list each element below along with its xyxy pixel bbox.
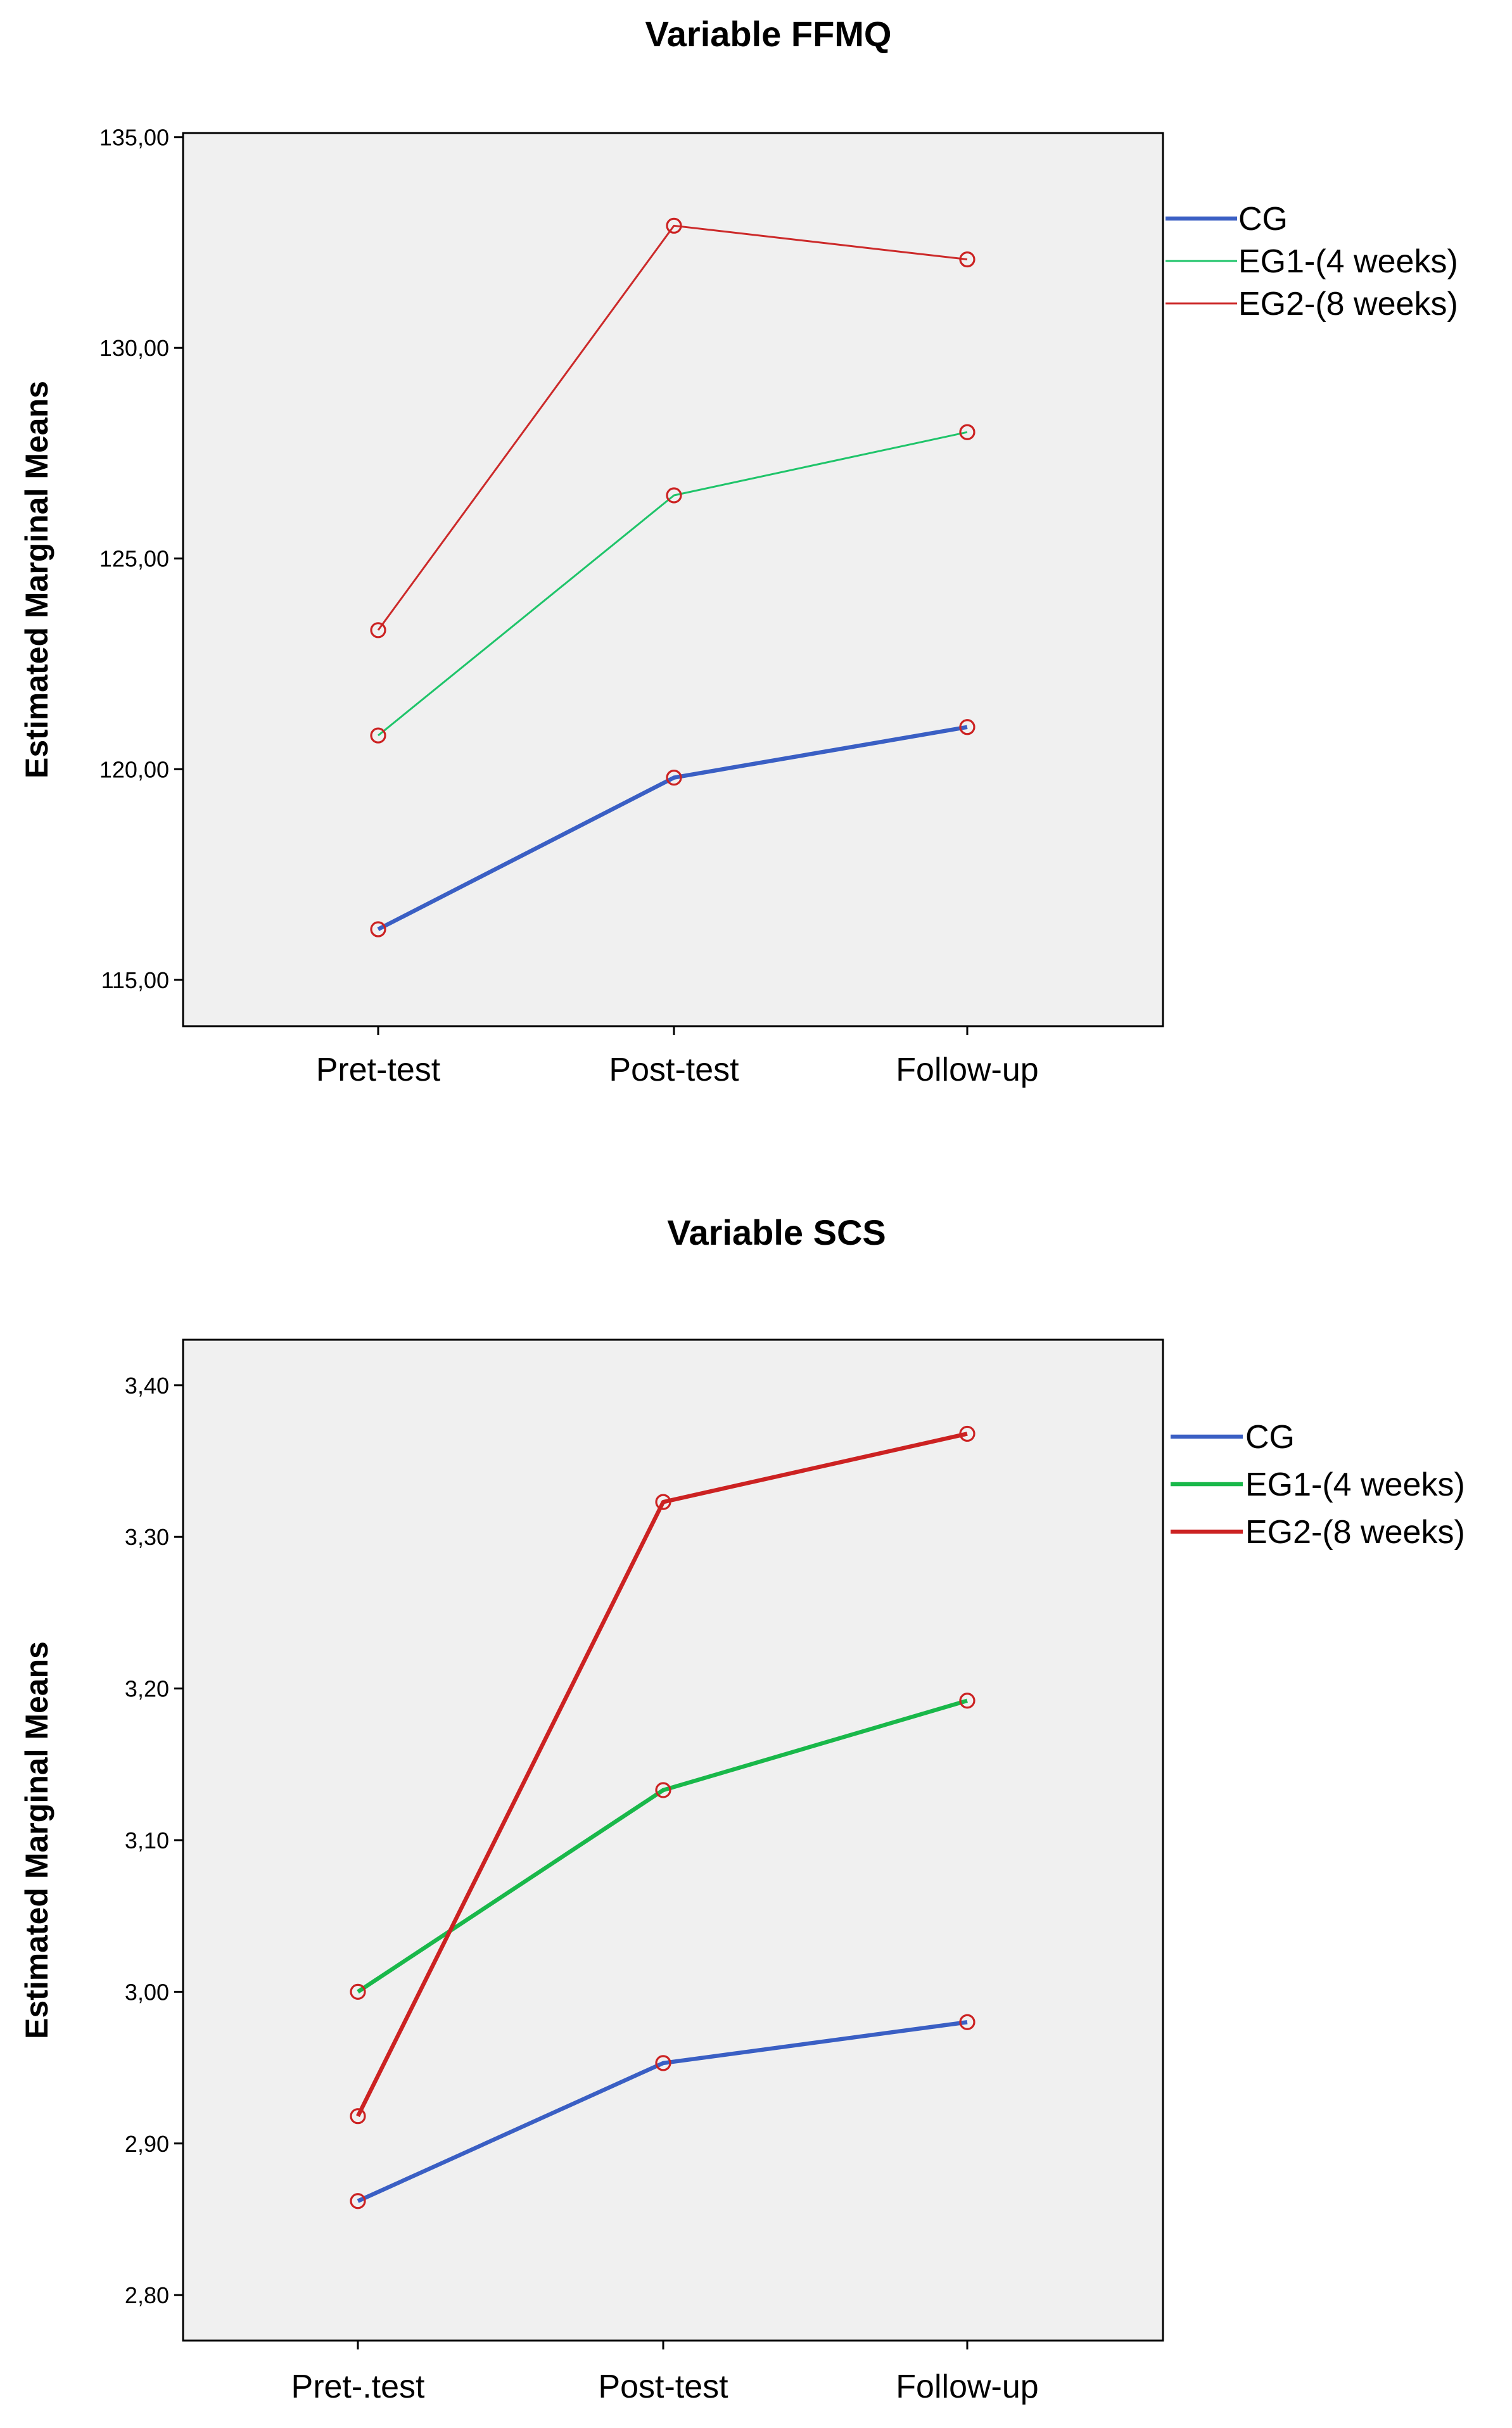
legend-label: CG xyxy=(1238,201,1288,238)
y-tick-label: 125,00 xyxy=(99,546,169,572)
data-point xyxy=(655,1494,671,1510)
x-tick-label: Pret-.test xyxy=(291,2368,425,2405)
data-point xyxy=(350,1983,366,2000)
data-point xyxy=(350,2193,366,2209)
data-point xyxy=(370,727,386,744)
data-point xyxy=(655,2055,671,2071)
y-tick-label: 3,10 xyxy=(125,1827,169,1853)
x-tick-label: Follow-up xyxy=(896,2368,1038,2405)
chart-1: Variable FFMQ Estimated Marginal Means 115… xyxy=(19,14,1458,1088)
data-point xyxy=(959,2014,975,2030)
series-cg xyxy=(370,719,975,938)
y-tick-label: 130,00 xyxy=(99,335,169,361)
data-point xyxy=(666,487,682,504)
data-point xyxy=(655,1782,671,1798)
legend-label: EG1-(4 weeks) xyxy=(1245,1466,1465,1503)
x-tick-label: Follow-up xyxy=(896,1052,1038,1088)
legend-label: EG2-(8 weeks) xyxy=(1238,286,1458,322)
y-tick-label: 3,30 xyxy=(125,1524,169,1550)
legend-label: EG2-(8 weeks) xyxy=(1245,1514,1465,1551)
series-line xyxy=(378,431,968,737)
series-eg2-8-weeks xyxy=(350,1425,975,2125)
y-axis-label: Estimated Marginal Means xyxy=(19,381,54,779)
x-tick-label: Post-test xyxy=(609,1052,739,1088)
data-point xyxy=(959,251,975,268)
series-line xyxy=(377,725,968,931)
chart-title: Variable SCS xyxy=(667,1212,886,1252)
y-tick-label: 3,00 xyxy=(125,1979,169,2005)
series-eg1-4-weeks xyxy=(370,424,975,744)
plot-area xyxy=(182,1338,1164,2342)
data-point xyxy=(666,217,682,234)
y-tick-label: 2,80 xyxy=(125,2282,169,2308)
data-point xyxy=(370,921,386,938)
data-point xyxy=(350,2108,366,2125)
legend-label: CG xyxy=(1245,1419,1295,1456)
data-point xyxy=(666,769,682,786)
plot-area xyxy=(182,132,1164,1027)
x-tick-label: Post-test xyxy=(598,2368,728,2405)
data-point xyxy=(959,1693,975,1709)
data-point xyxy=(959,1425,975,1442)
y-axis-label: Estimated Marginal Means xyxy=(19,1641,54,2039)
series-line xyxy=(356,1432,968,2118)
series-line xyxy=(377,224,968,631)
legend-label: EG1-(4 weeks) xyxy=(1238,243,1458,280)
chart-title: Variable FFMQ xyxy=(645,14,892,54)
data-point xyxy=(959,719,975,735)
chart-2: Variable SCS Estimated Marginal Means 2,80… xyxy=(19,1212,1465,2405)
y-tick-label: 3,20 xyxy=(125,1676,169,1702)
series-line xyxy=(357,2020,968,2203)
series-cg xyxy=(350,2014,975,2209)
data-point xyxy=(370,622,386,639)
x-tick-label: Pret-test xyxy=(316,1052,441,1088)
series-line xyxy=(357,1698,968,1994)
y-tick-label: 115,00 xyxy=(101,967,169,993)
y-tick-label: 135,00 xyxy=(99,125,169,151)
data-point xyxy=(959,424,975,440)
series-eg2-8-weeks xyxy=(370,217,975,639)
series-eg1-4-weeks xyxy=(350,1693,975,2000)
y-tick-label: 120,00 xyxy=(99,756,169,782)
y-tick-label: 2,90 xyxy=(125,2131,169,2157)
y-tick-label: 3,40 xyxy=(125,1373,169,1399)
